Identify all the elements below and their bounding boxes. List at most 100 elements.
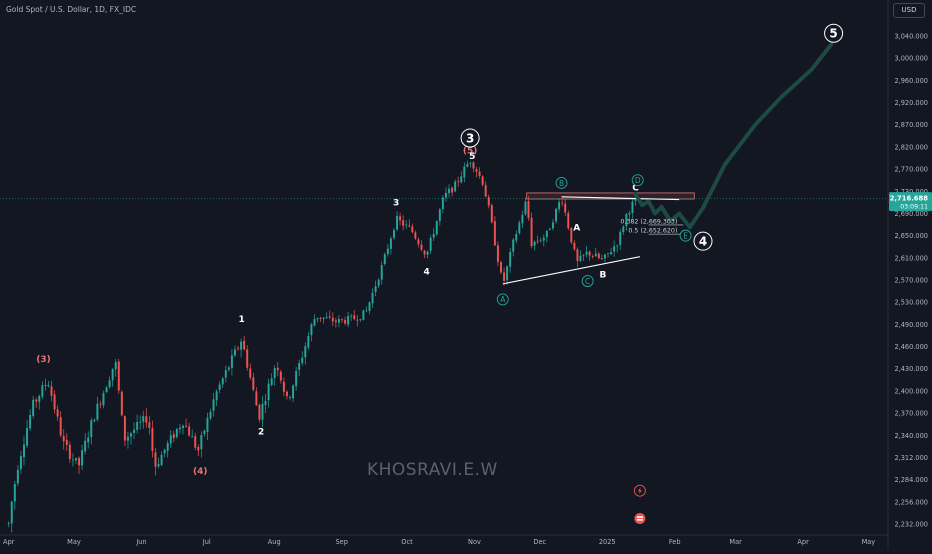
- candle-body: [273, 368, 276, 379]
- candle: [435, 220, 438, 236]
- candle: [50, 380, 53, 402]
- candle-body: [108, 380, 111, 388]
- candle: [493, 216, 496, 247]
- candle: [96, 396, 99, 422]
- candle: [341, 318, 343, 323]
- candles: [7, 160, 637, 533]
- candle: [29, 409, 32, 432]
- candle-body: [292, 385, 295, 399]
- candle: [215, 389, 218, 407]
- candle-body: [374, 286, 377, 292]
- candle-body: [111, 369, 114, 381]
- fib-label: 0.5 (2,652.620): [628, 228, 677, 235]
- candle-body: [588, 251, 591, 256]
- candle: [555, 207, 558, 224]
- candle-body: [87, 437, 90, 443]
- candle: [469, 161, 472, 168]
- candle-body: [29, 415, 32, 429]
- x-tick-label: Sep: [335, 538, 347, 546]
- candle-body: [62, 436, 65, 442]
- candle-body: [148, 422, 151, 428]
- candle-body: [123, 416, 126, 441]
- wave-label-text: (4): [193, 467, 208, 477]
- x-tick-label: Oct: [401, 538, 413, 546]
- candle-body: [44, 384, 47, 386]
- candle-body: [154, 452, 157, 467]
- wave-label-plain: (4): [193, 467, 208, 477]
- candle: [463, 162, 466, 183]
- candle: [567, 210, 570, 231]
- x-tick-label: Jun: [135, 538, 146, 546]
- candle-body: [285, 391, 288, 397]
- y-tick-label: 2,610.000: [894, 254, 928, 262]
- flash-icon[interactable]: [633, 484, 646, 497]
- candle-body: [417, 239, 420, 245]
- candle: [126, 431, 129, 449]
- candle: [108, 376, 111, 389]
- candle-body: [594, 253, 597, 257]
- candle: [542, 234, 545, 247]
- wave-circle: [460, 128, 480, 148]
- candle: [209, 408, 212, 421]
- candle-body: [224, 370, 227, 378]
- candle: [240, 338, 243, 358]
- candle-body: [215, 391, 218, 401]
- candle: [53, 390, 56, 414]
- candle-body: [558, 202, 561, 210]
- wave-label-text: A: [573, 223, 580, 233]
- candle: [350, 313, 353, 322]
- candle: [178, 423, 181, 434]
- candle: [558, 198, 561, 213]
- wave-label-text: B: [559, 179, 564, 188]
- wave-label-circle: A: [496, 293, 509, 306]
- candle: [81, 444, 84, 470]
- candle: [93, 418, 96, 423]
- candle-body: [50, 386, 53, 396]
- candle-body: [463, 166, 466, 178]
- resistance-zone: [0, 192, 888, 200]
- candle: [365, 306, 368, 313]
- currency-button[interactable]: USD: [893, 3, 925, 18]
- flag-icon[interactable]: [634, 512, 646, 524]
- candle: [551, 219, 554, 231]
- candle: [325, 312, 328, 319]
- candle: [139, 415, 142, 430]
- y-tick-label: 2,340.000: [894, 432, 928, 440]
- y-tick-label: 2,530.000: [894, 299, 928, 307]
- candle: [576, 247, 579, 267]
- candle-body: [328, 316, 331, 318]
- candle: [298, 359, 301, 377]
- candle: [527, 195, 530, 221]
- candle: [429, 235, 432, 255]
- candle-body: [420, 244, 423, 250]
- candle: [594, 247, 597, 257]
- current-price-countdown: 03:09:11: [900, 204, 928, 211]
- candle-body: [194, 436, 197, 448]
- candle-body: [23, 444, 25, 458]
- candle: [579, 250, 582, 263]
- grid: [0, 0, 889, 550]
- wave-circle: [555, 177, 568, 189]
- candle: [319, 317, 322, 323]
- resistance-zone-box: [526, 192, 695, 200]
- candle-body: [362, 310, 365, 320]
- y-tick-label: 2,490.000: [894, 321, 928, 329]
- candle: [289, 395, 291, 401]
- candle: [607, 252, 609, 258]
- candle: [38, 394, 41, 410]
- candle-body: [35, 399, 38, 402]
- candle-body: [32, 399, 35, 417]
- candle: [175, 427, 178, 439]
- candle: [233, 345, 236, 357]
- wave-label-text: 3: [393, 198, 399, 208]
- candle: [500, 260, 502, 275]
- candle: [90, 417, 93, 445]
- candle-body: [365, 310, 368, 312]
- candle: [47, 380, 50, 388]
- candle: [172, 430, 175, 443]
- wave-label-plain: A: [573, 223, 580, 233]
- candle-body: [551, 222, 554, 229]
- candle-body: [252, 377, 255, 390]
